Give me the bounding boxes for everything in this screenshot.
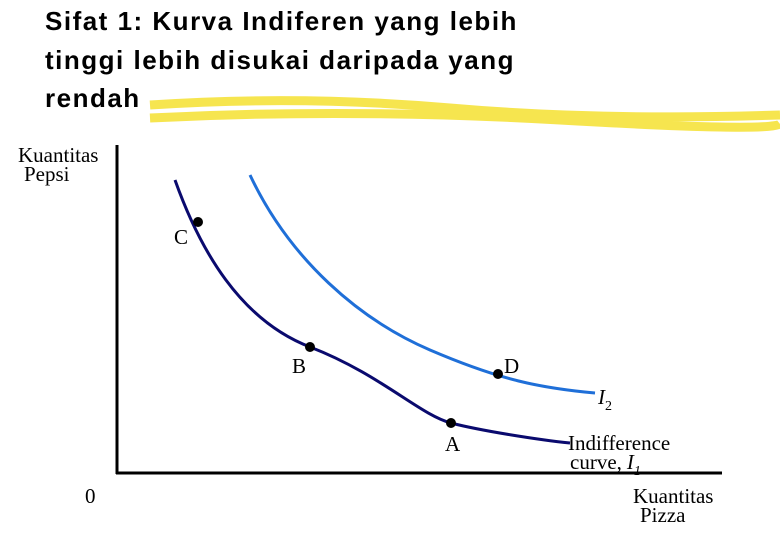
curve-label-sub: 1: [634, 464, 641, 479]
point-label: C: [174, 225, 188, 249]
y-axis-label: Pepsi: [24, 162, 70, 186]
curve-label: I2: [597, 385, 612, 414]
curve-label: curve, I1: [570, 450, 641, 479]
origin-label: 0: [85, 484, 96, 508]
point: [193, 217, 203, 227]
point: [446, 418, 456, 428]
point-label: B: [292, 354, 306, 378]
x-axis-label: Pizza: [640, 503, 686, 527]
curve-label-main: I: [626, 450, 635, 474]
point: [493, 369, 503, 379]
curve-i2: [248, 174, 596, 395]
curve-label-sub: 2: [605, 399, 612, 414]
point-label: A: [445, 432, 461, 456]
curve-label-text: curve,: [570, 450, 622, 474]
curve-i1: [173, 179, 571, 445]
x-axis-label: Kuantitas: [633, 484, 713, 508]
point: [305, 342, 315, 352]
highlight: [149, 96, 780, 132]
title-line: rendah: [45, 83, 141, 113]
title-line: Sifat 1: Kurva Indiferen yang lebih: [45, 6, 518, 36]
point-label: D: [504, 354, 519, 378]
curve-label: Indifference: [568, 431, 670, 455]
title-line: tinggi lebih disukai daripada yang: [45, 45, 515, 75]
y-axis-label: Kuantitas: [18, 143, 98, 167]
curve-label-main: I: [597, 385, 606, 409]
